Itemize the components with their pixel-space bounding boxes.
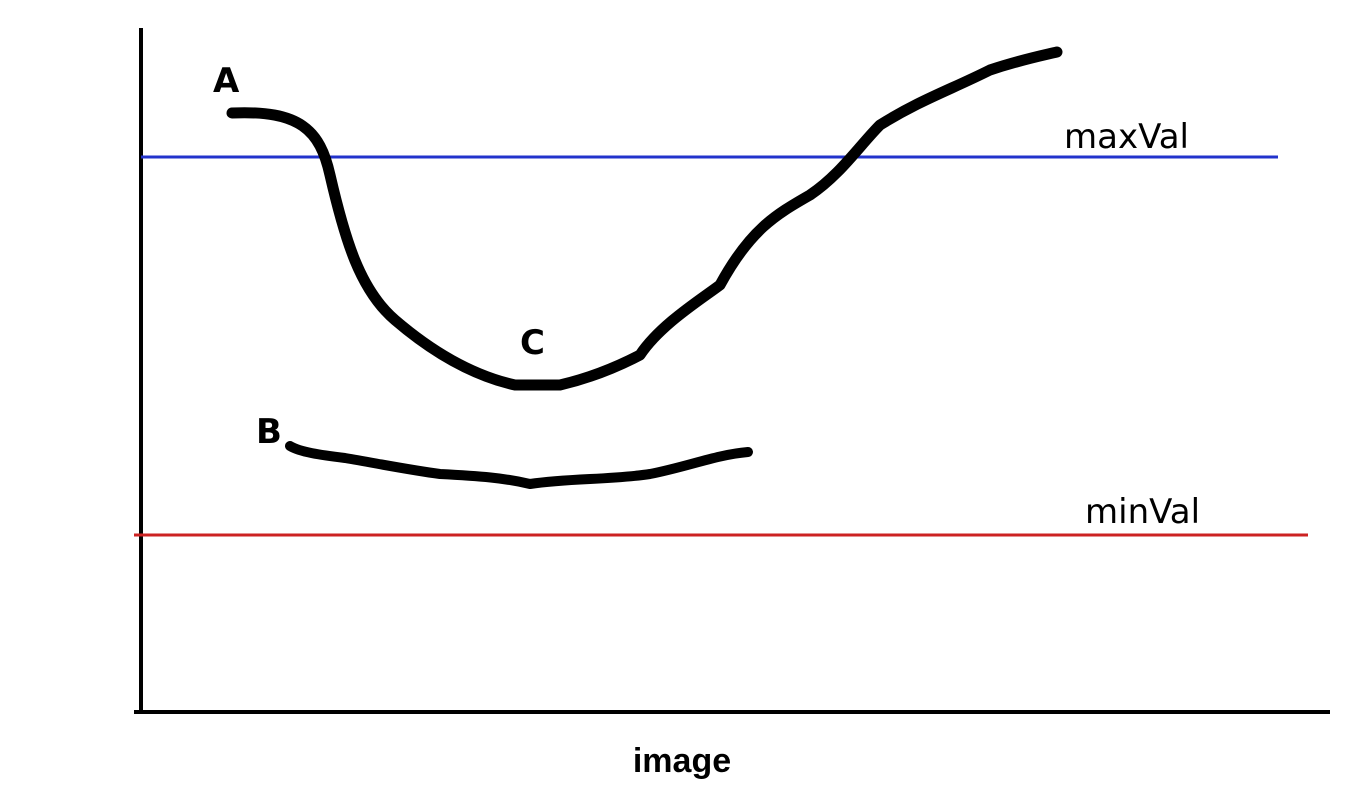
curve-b-label: B [256, 412, 282, 452]
curve-a [226, 46, 1063, 391]
curve-a-label: A [213, 61, 240, 101]
figure-caption: image [632, 742, 732, 780]
max-threshold-label: maxVal [1064, 117, 1189, 157]
curve-b [285, 441, 753, 489]
curve-c-label: C [520, 323, 545, 363]
min-threshold-label: minVal [1085, 492, 1200, 532]
